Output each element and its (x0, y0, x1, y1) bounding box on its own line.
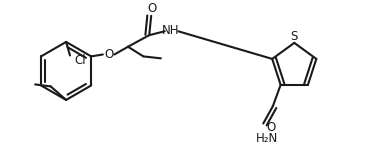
Text: H₂N: H₂N (256, 132, 278, 146)
Text: O: O (104, 48, 113, 61)
Text: Cl: Cl (75, 54, 86, 67)
Text: O: O (148, 2, 157, 15)
Text: NH: NH (162, 24, 179, 37)
Text: S: S (291, 30, 298, 43)
Text: O: O (266, 121, 276, 134)
